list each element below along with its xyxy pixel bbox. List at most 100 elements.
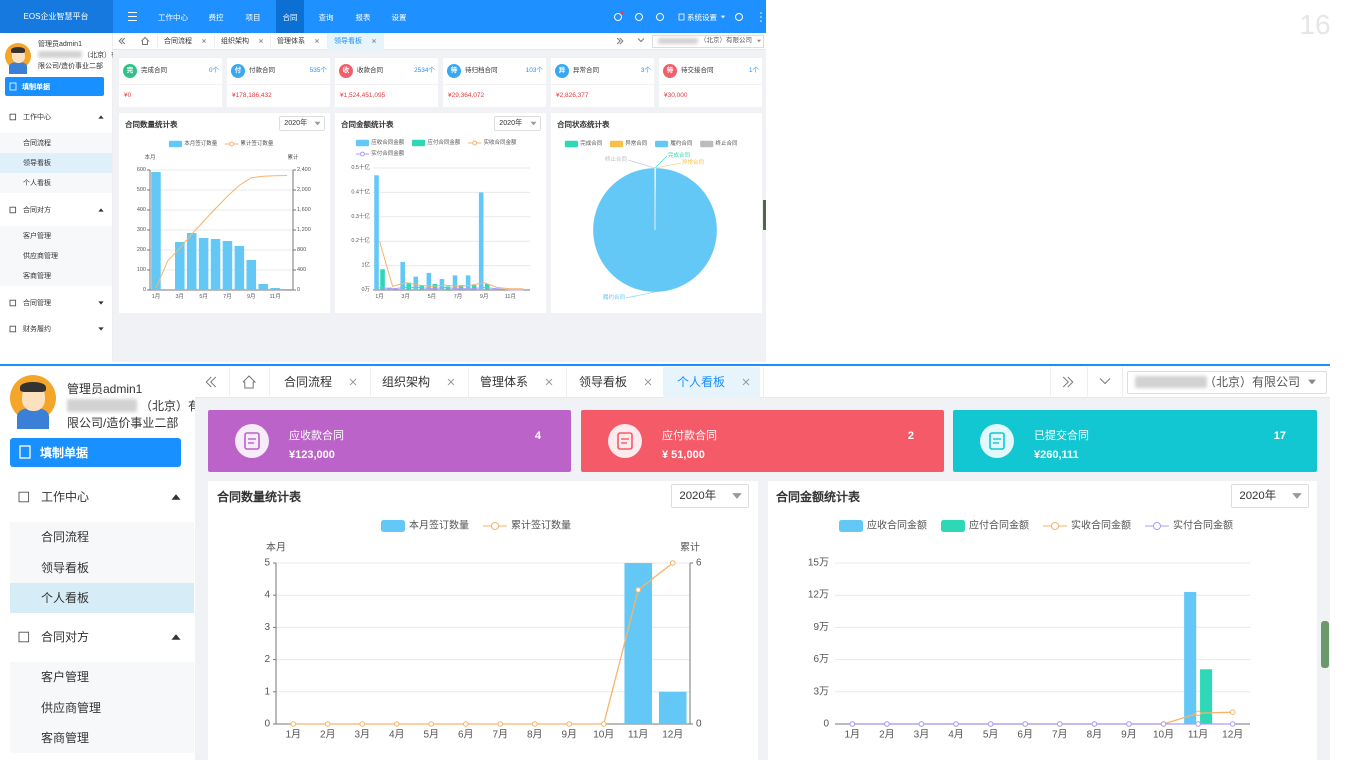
stat-card[interactable]: [659, 58, 762, 107]
nav-item[interactable]: 报表: [355, 12, 371, 22]
stat-icon-text: 完: [126, 67, 134, 74]
menu-group[interactable]: 合同管理: [23, 299, 51, 307]
menu-item-bg[interactable]: [10, 722, 194, 754]
menu-item[interactable]: 合同流程: [41, 530, 90, 544]
menu-item-bg[interactable]: [0, 246, 112, 266]
tab[interactable]: 管理体系: [277, 37, 305, 45]
user-org: 限公司/造价事业二部: [67, 416, 179, 430]
menu-item-bg[interactable]: [10, 692, 194, 723]
menu-item-bg[interactable]: [10, 552, 194, 583]
stat-divider: [443, 84, 546, 85]
fill-button[interactable]: [10, 438, 181, 467]
nav-item[interactable]: 设置: [391, 12, 407, 22]
year-select[interactable]: [494, 116, 541, 131]
menu-item[interactable]: 领导看板: [41, 560, 90, 575]
menu-item[interactable]: 供应商管理: [23, 252, 58, 260]
menu-group[interactable]: 财务履约: [23, 325, 51, 333]
tab[interactable]: 合同流程: [164, 37, 192, 45]
nav-item[interactable]: 费控: [208, 12, 224, 22]
menu-item-bg[interactable]: [10, 582, 194, 614]
menu-group[interactable]: 工作中心: [23, 113, 51, 121]
menu-item-bg[interactable]: [10, 661, 194, 693]
tab-separator: [214, 35, 215, 48]
tab-separator: [327, 35, 328, 48]
menu-group[interactable]: 合同对方: [41, 630, 90, 644]
menu-item[interactable]: 领导看板: [23, 159, 51, 167]
stat-icon-text: 待: [450, 67, 458, 74]
menu-item-bg[interactable]: [0, 226, 112, 246]
menu-item-bg[interactable]: [0, 153, 112, 173]
nav-item[interactable]: 查询: [318, 12, 334, 22]
stat-icon: [231, 64, 245, 78]
tab[interactable]: 组织架构: [221, 37, 249, 45]
stat-card[interactable]: [551, 58, 654, 107]
nav-item[interactable]: 工作中心: [158, 12, 188, 22]
year-select[interactable]: [279, 116, 325, 131]
menu-item[interactable]: 客户管理: [23, 232, 51, 240]
avatar-hair: [20, 381, 46, 393]
tab[interactable]: 合同流程: [283, 375, 333, 389]
menu-item[interactable]: 客户管理: [41, 670, 90, 684]
card-icon: [980, 424, 1014, 458]
tab-separator: [1122, 367, 1123, 398]
tab[interactable]: 领导看板: [334, 37, 362, 45]
stat-divider: [335, 84, 438, 85]
nav-item[interactable]: 项目: [245, 12, 261, 22]
year-select-label[interactable]: 2020年: [1239, 489, 1277, 502]
menu-item[interactable]: 客商管理: [23, 272, 51, 280]
fill-button-label[interactable]: 填制单据: [40, 446, 89, 460]
stat-divider: [119, 84, 222, 85]
menu-item-bg[interactable]: [10, 521, 194, 553]
settings[interactable]: 系统设置: [687, 12, 717, 22]
blurred-text: [67, 399, 137, 412]
tab[interactable]: 组织架构: [381, 375, 431, 389]
year-select-label[interactable]: 2020年: [284, 119, 308, 127]
card-label: 已提交合同: [1034, 429, 1089, 442]
menu-item[interactable]: 个人看板: [41, 591, 90, 605]
stat-card[interactable]: [227, 58, 330, 107]
tab-separator: [566, 367, 567, 398]
caret-icon: [171, 634, 181, 640]
tab-separator: [370, 367, 371, 398]
stat-label: 收款合同: [357, 67, 383, 74]
stat-label: 待交接合同: [681, 67, 714, 74]
card-count: 17: [1273, 429, 1286, 442]
stat-amount: ¥178,186,432: [232, 92, 272, 99]
stat-card[interactable]: [119, 58, 222, 107]
tab[interactable]: 管理体系: [479, 375, 529, 389]
stat-divider: [551, 84, 654, 85]
menu-item-bg[interactable]: [0, 173, 112, 193]
tab-separator: [763, 367, 764, 398]
tab[interactable]: 个人看板: [676, 375, 726, 389]
menu-item[interactable]: 客商管理: [41, 731, 90, 745]
menu-item[interactable]: 个人看板: [23, 179, 51, 187]
menu-item-bg[interactable]: [0, 266, 112, 286]
menu-item[interactable]: 供应商管理: [41, 700, 102, 715]
year-select-label[interactable]: 2020年: [679, 489, 717, 502]
stat-card[interactable]: [443, 58, 546, 107]
header-bar: [0, 0, 766, 33]
top-border: [0, 364, 1330, 366]
menu-group[interactable]: 合同对方: [23, 206, 51, 214]
stat-count: 3个: [640, 67, 651, 74]
stat-count: 2534个: [414, 67, 435, 74]
menu-item[interactable]: 合同流程: [23, 139, 51, 147]
card-amount: ¥260,111: [1034, 448, 1079, 461]
year-select-label[interactable]: 2020年: [499, 119, 523, 127]
chart-title: 合同状态统计表: [557, 119, 610, 129]
stat-icon: [447, 64, 461, 78]
menu-item-bg[interactable]: [0, 133, 112, 153]
stat-card[interactable]: [335, 58, 438, 107]
chart-title: 合同金额统计表: [776, 490, 861, 504]
nav-item[interactable]: 合同: [282, 12, 298, 22]
fill-button-label[interactable]: 填制单据: [22, 83, 50, 91]
menu-group[interactable]: 工作中心: [41, 490, 90, 504]
user-org: （北京）有: [83, 51, 118, 59]
page-number: 16: [1299, 9, 1331, 40]
chart-panel: [335, 113, 546, 313]
year-select[interactable]: [1231, 484, 1309, 508]
tab[interactable]: 领导看板: [578, 375, 628, 389]
fill-button[interactable]: [5, 77, 104, 96]
tab-separator: [468, 367, 469, 398]
